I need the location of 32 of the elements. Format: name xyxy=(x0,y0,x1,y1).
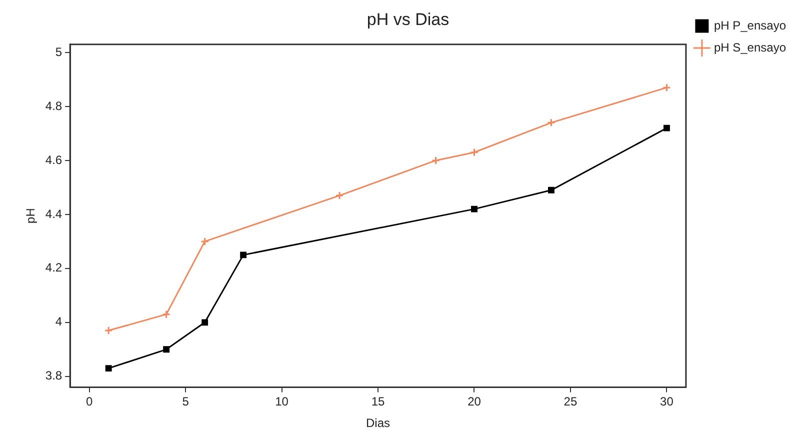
x-tick-label: 5 xyxy=(182,394,190,409)
x-tick-label: 20 xyxy=(468,394,482,409)
y-tick-label: 5 xyxy=(55,44,62,59)
y-axis-title: pH xyxy=(24,208,38,224)
chart-title: pH vs Dias xyxy=(366,10,450,29)
point xyxy=(470,148,478,157)
point xyxy=(335,191,344,200)
point xyxy=(202,319,208,326)
point xyxy=(663,124,670,132)
legend-label: pH P_ensayo xyxy=(714,18,786,32)
point xyxy=(548,186,554,194)
x-tick-label: 25 xyxy=(564,394,578,409)
x-tick-label: 15 xyxy=(371,394,386,409)
y-tick-label: 4.4 xyxy=(45,206,62,221)
point xyxy=(162,310,171,319)
y-tick-label: 4 xyxy=(55,314,62,329)
x-axis-title: Dias xyxy=(366,416,390,430)
point xyxy=(471,206,478,212)
y-tick-label: 4.8 xyxy=(45,98,62,113)
legend-label: pH S_ensayo xyxy=(714,40,786,54)
point xyxy=(105,365,112,372)
y-tick-label: 4.2 xyxy=(45,260,62,275)
point xyxy=(546,118,556,127)
x-tick-label: 0 xyxy=(86,394,93,409)
x-tick-label: 30 xyxy=(660,394,674,409)
point xyxy=(200,237,210,246)
point xyxy=(432,156,440,165)
point xyxy=(240,252,247,258)
y-tick-label: 4.6 xyxy=(45,152,62,167)
y-tick-label: 3.8 xyxy=(45,368,62,383)
point xyxy=(163,346,170,353)
x-tick-label: 10 xyxy=(275,394,289,409)
